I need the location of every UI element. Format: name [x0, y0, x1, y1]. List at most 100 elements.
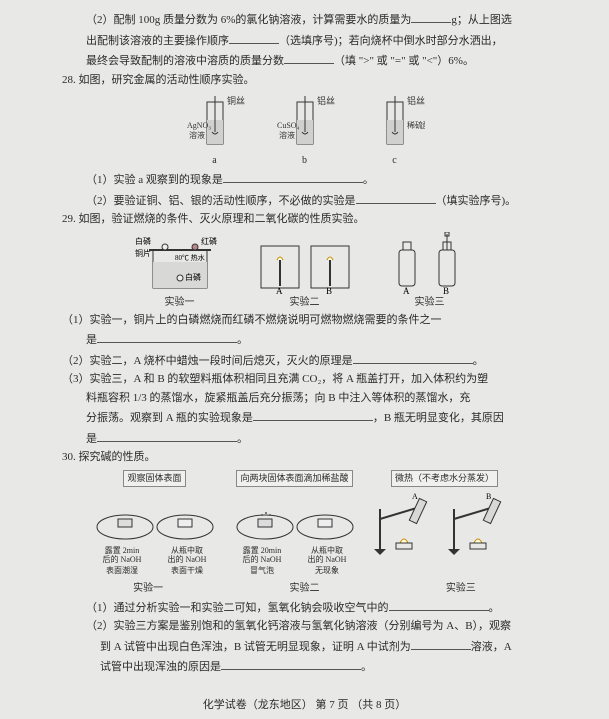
text: （1）实验 a 观察到的现象是: [86, 174, 223, 186]
label-c: c: [392, 153, 396, 168]
exp1-svg: 白磷 红磷 铜片 80℃ 热水 白磷: [135, 232, 225, 294]
q27-2-line3: 最终会导致配制的溶液中溶质的质量分数（填 ">" 或 "=" 或 "<"）6%。: [30, 51, 579, 70]
tube-b: 铝丝 CuSO₄ 溶液 b: [275, 92, 335, 168]
exp2-svg: A B: [255, 232, 355, 294]
svg-text:A: A: [412, 492, 418, 501]
text: 是: [86, 433, 97, 445]
e3: 实验三: [446, 581, 476, 596]
blank: [353, 351, 473, 364]
b1-l: 露置 2min 后的 NaOH: [90, 547, 155, 565]
tube-a-svg: 铜丝 AgNO₃ 溶液: [185, 92, 245, 152]
svg-text:稀硫酸: 稀硫酸: [407, 120, 425, 130]
svg-text:A: A: [403, 286, 410, 294]
exp3: A B 实验三: [385, 232, 475, 310]
q29-p3a: （3）实验三，A 和 B 的软塑料瓶体积相同且充满 CO₂，将 A 瓶盖打开，加…: [30, 371, 579, 388]
b1-r: 从瓶中取 出的 NaOH: [155, 547, 220, 565]
text: 。: [363, 174, 374, 186]
text: （1）通过分析实验一和实验二可知，氢氧化钠会吸收空气中的: [86, 602, 389, 614]
text: （填实验序号)。: [436, 195, 517, 207]
q29-p2: （2）实验二，A 烧杯中蜡烛一段时间后熄灭，灭火的原理是。: [30, 351, 579, 370]
text: 溶液，A: [471, 641, 512, 653]
svg-text:铝丝: 铝丝: [317, 95, 335, 106]
q29-p3b: 料瓶容积 1/3 的蒸馏水，旋紧瓶盖后充分振荡；向 B 中注入等体积的蒸馏水，充: [30, 390, 579, 407]
b2-br: 无现象: [315, 565, 339, 577]
text: 。: [237, 433, 248, 445]
svg-text:溶液: 溶液: [189, 130, 205, 140]
blank: [389, 598, 489, 611]
q30-figure-row: 观察固体表面 露置 2min 后的 NaOH 从瓶中取 出的 NaOH 表面潮湿…: [30, 470, 579, 577]
q28-head: 28. 如图，研究金属的活动性顺序实验。: [30, 72, 579, 89]
q27-2-line2: 出配制该溶液的主要操作顺序 （选填序号)；若向烧杯中倒水时部分水洒出，: [30, 31, 579, 50]
svg-text:B: B: [443, 286, 449, 294]
box2-title: 向两块固体表面滴加稀盐酸: [236, 470, 352, 488]
text: 出配制该溶液的主要操作顺序: [86, 35, 229, 47]
b1-bl: 表面潮湿: [106, 565, 138, 577]
b1-br: 表面干燥: [171, 565, 203, 577]
tube-c-svg: 铝丝 稀硫酸: [365, 92, 425, 152]
svg-text:溶液: 溶液: [279, 130, 295, 140]
text: 试管中出现浑浊的原因是: [100, 661, 221, 673]
tube-c: 铝丝 稀硫酸 c: [365, 92, 425, 168]
box1-title: 观察固体表面: [123, 470, 185, 488]
text: g；从上图选: [451, 14, 512, 26]
text: （2）要验证铜、铝、银的活动性顺序，不必做的实验是: [86, 195, 356, 207]
box3-svg: A B: [370, 489, 520, 559]
q29-head: 29. 如图，验证燃烧的条件、灭火原理和二氧化碳的性质实验。: [30, 211, 579, 228]
q30-head: 30. 探究碱的性质。: [30, 449, 579, 466]
svg-text:铝丝: 铝丝: [407, 95, 425, 106]
q30-box2: 向两块固体表面滴加稀盐酸 露置 20min 后的 NaOH 从瓶中取 出的 Na…: [230, 470, 360, 577]
blank: [221, 657, 361, 670]
box1-svg: [90, 489, 220, 547]
q27-2-line1: （2）配制 100g 质量分数为 6%的氯化钠溶液，计算需要水的质量为g；从上图…: [30, 10, 579, 29]
q29-figure-row: 白磷 红磷 铜片 80℃ 热水 白磷 实验一 A B 实验二: [30, 232, 579, 310]
b2-l: 露置 20min 后的 NaOH: [230, 547, 295, 565]
exp3-svg: A B: [385, 232, 475, 294]
q29-p1a: （1）实验一，铜片上的白磷燃烧而红磷不燃烧说明可燃物燃烧需要的条件之一: [30, 312, 579, 329]
svg-text:红磷: 红磷: [201, 236, 217, 246]
q29-p3d: 是。: [30, 429, 579, 448]
blank: [284, 51, 334, 64]
svg-text:CuSO₄: CuSO₄: [277, 121, 300, 130]
page-footer: 化学试卷（龙东地区） 第 7 页 （共 8 页）: [0, 697, 609, 714]
q30-exp-labels: 实验一 实验二 实验三: [30, 581, 579, 596]
label-a: a: [212, 153, 216, 168]
svg-text:铜丝: 铜丝: [227, 95, 245, 106]
q30-p2b: 到 A 试管中出现白色浑浊，B 试管无明显现象，证明 A 中试剂为溶液，A: [30, 637, 579, 656]
blank: [223, 170, 363, 183]
svg-text:80℃ 热水: 80℃ 热水: [175, 253, 205, 262]
text: 。: [237, 334, 248, 346]
box3-title: 微热（不考虑水分蒸发）: [391, 470, 498, 488]
exp1-label: 实验一: [165, 295, 195, 310]
svg-text:铜片: 铜片: [135, 248, 151, 258]
blank: [356, 191, 436, 204]
text: 分振荡。观察到 A 瓶的实验现象是: [86, 412, 253, 424]
q28-p2: （2）要验证铜、铝、银的活动性顺序，不必做的实验是 （填实验序号)。: [30, 191, 579, 210]
q30-box1: 观察固体表面 露置 2min 后的 NaOH 从瓶中取 出的 NaOH 表面潮湿…: [90, 470, 220, 577]
text: 。: [361, 661, 372, 673]
svg-text:AgNO₃: AgNO₃: [187, 121, 211, 130]
b2-bl: 冒气泡: [250, 565, 274, 577]
q29-p3c: 分振荡。观察到 A 瓶的实验现象是，B 瓶无明显变化，其原因: [30, 408, 579, 427]
blank: [411, 10, 451, 23]
text: 是: [86, 334, 97, 346]
text: 。: [473, 355, 484, 367]
blank: [97, 330, 237, 343]
box2-svg: [230, 489, 360, 547]
exp2: A B 实验二: [255, 232, 355, 310]
svg-text:B: B: [486, 492, 491, 501]
label-b: b: [302, 153, 307, 168]
tube-b-svg: 铝丝 CuSO₄ 溶液: [275, 92, 335, 152]
q29-p1b: 是。: [30, 330, 579, 349]
exp3-label: 实验三: [415, 295, 445, 310]
e1: 实验一: [133, 581, 163, 596]
text: 。: [489, 602, 500, 614]
exp1: 白磷 红磷 铜片 80℃ 热水 白磷 实验一: [135, 232, 225, 310]
q28-p1: （1）实验 a 观察到的现象是 。: [30, 170, 579, 189]
exp2-label: 实验二: [290, 295, 320, 310]
q30-p2c: 试管中出现浑浊的原因是 。: [30, 657, 579, 676]
text: （选填序号)；若向烧杯中倒水时部分水洒出，: [279, 35, 503, 47]
q30-box3: 微热（不考虑水分蒸发） A B: [370, 470, 520, 577]
q30-p2a: （2）实验三方案是鉴别饱和的氢氧化钙溶液与氢氧化钠溶液（分别编号为 A、B），观…: [30, 618, 579, 635]
exam-page: （2）配制 100g 质量分数为 6%的氯化钠溶液，计算需要水的质量为g；从上图…: [0, 0, 609, 719]
blank: [229, 31, 279, 44]
